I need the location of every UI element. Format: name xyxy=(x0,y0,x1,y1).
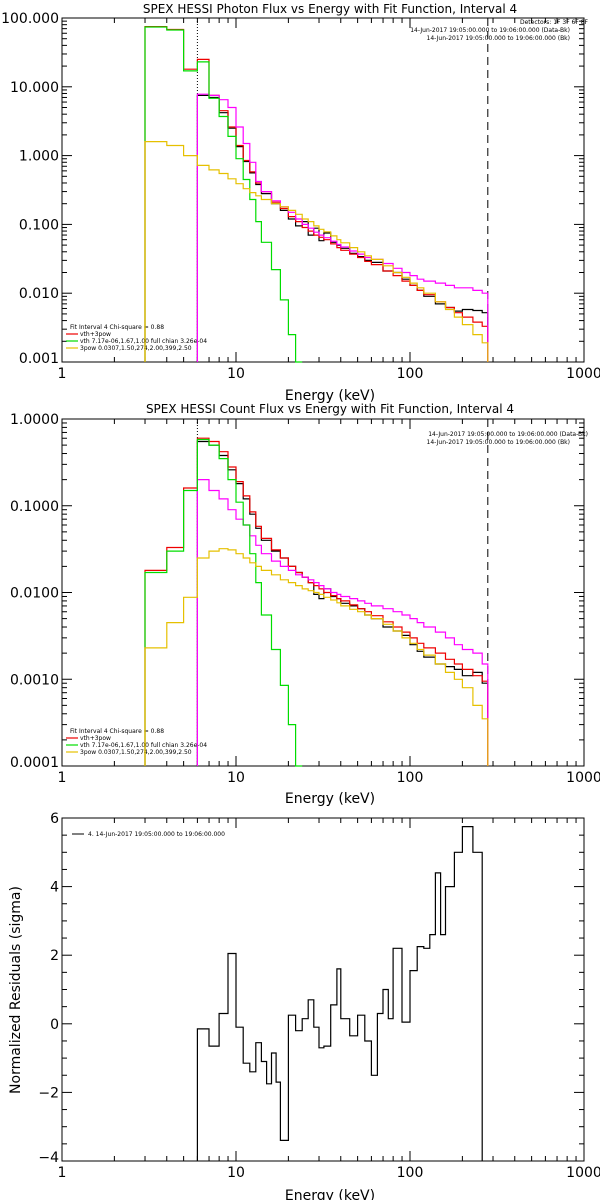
photon-flux-bk-text: 14-Jun-2017 19:05:00.000 to 19:06:00.000… xyxy=(427,35,570,42)
residuals-x-tick-label: 10 xyxy=(227,1165,245,1181)
count-flux-y-tick-label: 1.0000 xyxy=(10,412,59,428)
count-flux-xlabel: Energy (keV) xyxy=(285,791,375,807)
residuals-y-tick-label: 2 xyxy=(50,948,59,964)
residuals-x-tick-label: 1 xyxy=(58,1165,67,1181)
residuals-y-tick-label: 0 xyxy=(50,1017,59,1033)
count-flux-y-tick-label: 0.0100 xyxy=(10,586,59,602)
photon-flux-series-2 xyxy=(196,93,489,362)
residuals-y-tick-label: −2 xyxy=(38,1085,59,1101)
photon-flux-x-tick-label: 1000 xyxy=(566,366,600,382)
residuals-legend-text: 4. 14-Jun-2017 19:05:00.000 to 19:06:00.… xyxy=(88,831,225,838)
residuals-ylabel: Normalized Residuals (sigma) xyxy=(8,886,24,1094)
photon-flux-y-tick-label: 0.001 xyxy=(19,351,59,367)
residuals-x-tick-label: 100 xyxy=(397,1165,424,1181)
photon-flux-series-0 xyxy=(196,94,489,362)
count-flux-series-0 xyxy=(196,440,489,766)
count-flux-panel: SPEX HESSI Count Flux vs Energy with Fit… xyxy=(10,402,600,807)
count-flux-bk-text: 14-Jun-2017 19:05:00.000 to 19:06:00.000… xyxy=(427,439,570,446)
photon-flux-plot-frame xyxy=(61,17,585,363)
photon-flux-y-tick-label: 0.100 xyxy=(19,217,59,233)
count-flux-fit-text-4: 3pow 0.0307,1.50,274,2.00,399,2.50 xyxy=(80,749,192,756)
photon-flux-y-tick-label: 1.000 xyxy=(19,149,59,165)
photon-flux-xlabel: Energy (keV) xyxy=(285,388,375,404)
count-flux-series-1 xyxy=(144,437,489,766)
count-flux-plot-frame xyxy=(61,418,585,767)
residuals-y-tick-label: −4 xyxy=(38,1150,59,1166)
photon-flux-series-4 xyxy=(144,141,489,362)
residuals-y-tick-label: 4 xyxy=(50,880,59,896)
photon-flux-fit-text-1: Fit Interval 4 Chi-square = 0.88 xyxy=(70,324,164,331)
photon-flux-fit-text-3: vth 7.17e-06,1.67,1.00 full chian 3.26e-… xyxy=(80,338,207,345)
residuals-x-tick-label: 1000 xyxy=(566,1165,600,1181)
photon-flux-panel: SPEX HESSI Photon Flux vs Energy with Fi… xyxy=(1,2,600,404)
count-flux-fit-text-3: vth 7.17e-06,1.67,1.00 full chian 3.26e-… xyxy=(80,742,207,749)
residuals-xlabel: Energy (keV) xyxy=(285,1188,375,1200)
photon-flux-y-tick-label: 100.000 xyxy=(1,11,59,27)
count-flux-x-tick-label: 1 xyxy=(58,770,67,786)
count-flux-x-tick-label: 100 xyxy=(397,770,424,786)
count-flux-y-tick-label: 0.1000 xyxy=(10,499,59,515)
photon-flux-fit-text-2: vth+3pow xyxy=(80,331,111,338)
photon-flux-x-tick-label: 10 xyxy=(227,366,245,382)
count-flux-fit-text-1: Fit Interval 4 Chi-square = 0.88 xyxy=(70,728,164,735)
count-flux-y-tick-label: 0.0010 xyxy=(10,672,59,688)
residuals-y-tick-label: 6 xyxy=(50,811,59,827)
count-flux-interval-text: 14-Jun-2017 19:05:00.000 to 19:06:00.000… xyxy=(428,431,588,438)
count-flux-x-tick-label: 1000 xyxy=(566,770,600,786)
photon-flux-fit-text-4: 3pow 0.0307,1.50,274,2.00,399,2.50 xyxy=(80,345,192,352)
photon-flux-x-tick-label: 100 xyxy=(397,366,424,382)
photon-flux-series-1 xyxy=(144,26,489,362)
residuals-plot-frame xyxy=(61,817,585,1162)
count-flux-series-3 xyxy=(144,438,303,767)
residuals-panel: Energy (keV) Normalized Residuals (sigma… xyxy=(8,811,600,1200)
photon-flux-y-tick-label: 10.000 xyxy=(10,80,59,96)
photon-flux-title: SPEX HESSI Photon Flux vs Energy with Fi… xyxy=(143,2,517,16)
count-flux-x-tick-label: 10 xyxy=(227,770,245,786)
photon-flux-detectors-text: Detectors: 1F 3F 6F 8F xyxy=(520,19,589,26)
photon-flux-x-tick-label: 1 xyxy=(58,366,67,382)
count-flux-y-tick-label: 0.0001 xyxy=(10,755,59,771)
count-flux-fit-text-2: vth+3pow xyxy=(80,735,111,742)
photon-flux-series-3 xyxy=(144,26,303,363)
photon-flux-y-tick-label: 0.010 xyxy=(19,286,59,302)
count-flux-series-4 xyxy=(144,548,489,766)
residuals-series-0 xyxy=(196,826,483,1161)
count-flux-title: SPEX HESSI Count Flux vs Energy with Fit… xyxy=(146,402,514,416)
photon-flux-interval-text: 14-Jun-2017 19:05:00.000 to 19:06:00.000… xyxy=(410,27,570,34)
count-flux-series-2 xyxy=(196,479,489,766)
